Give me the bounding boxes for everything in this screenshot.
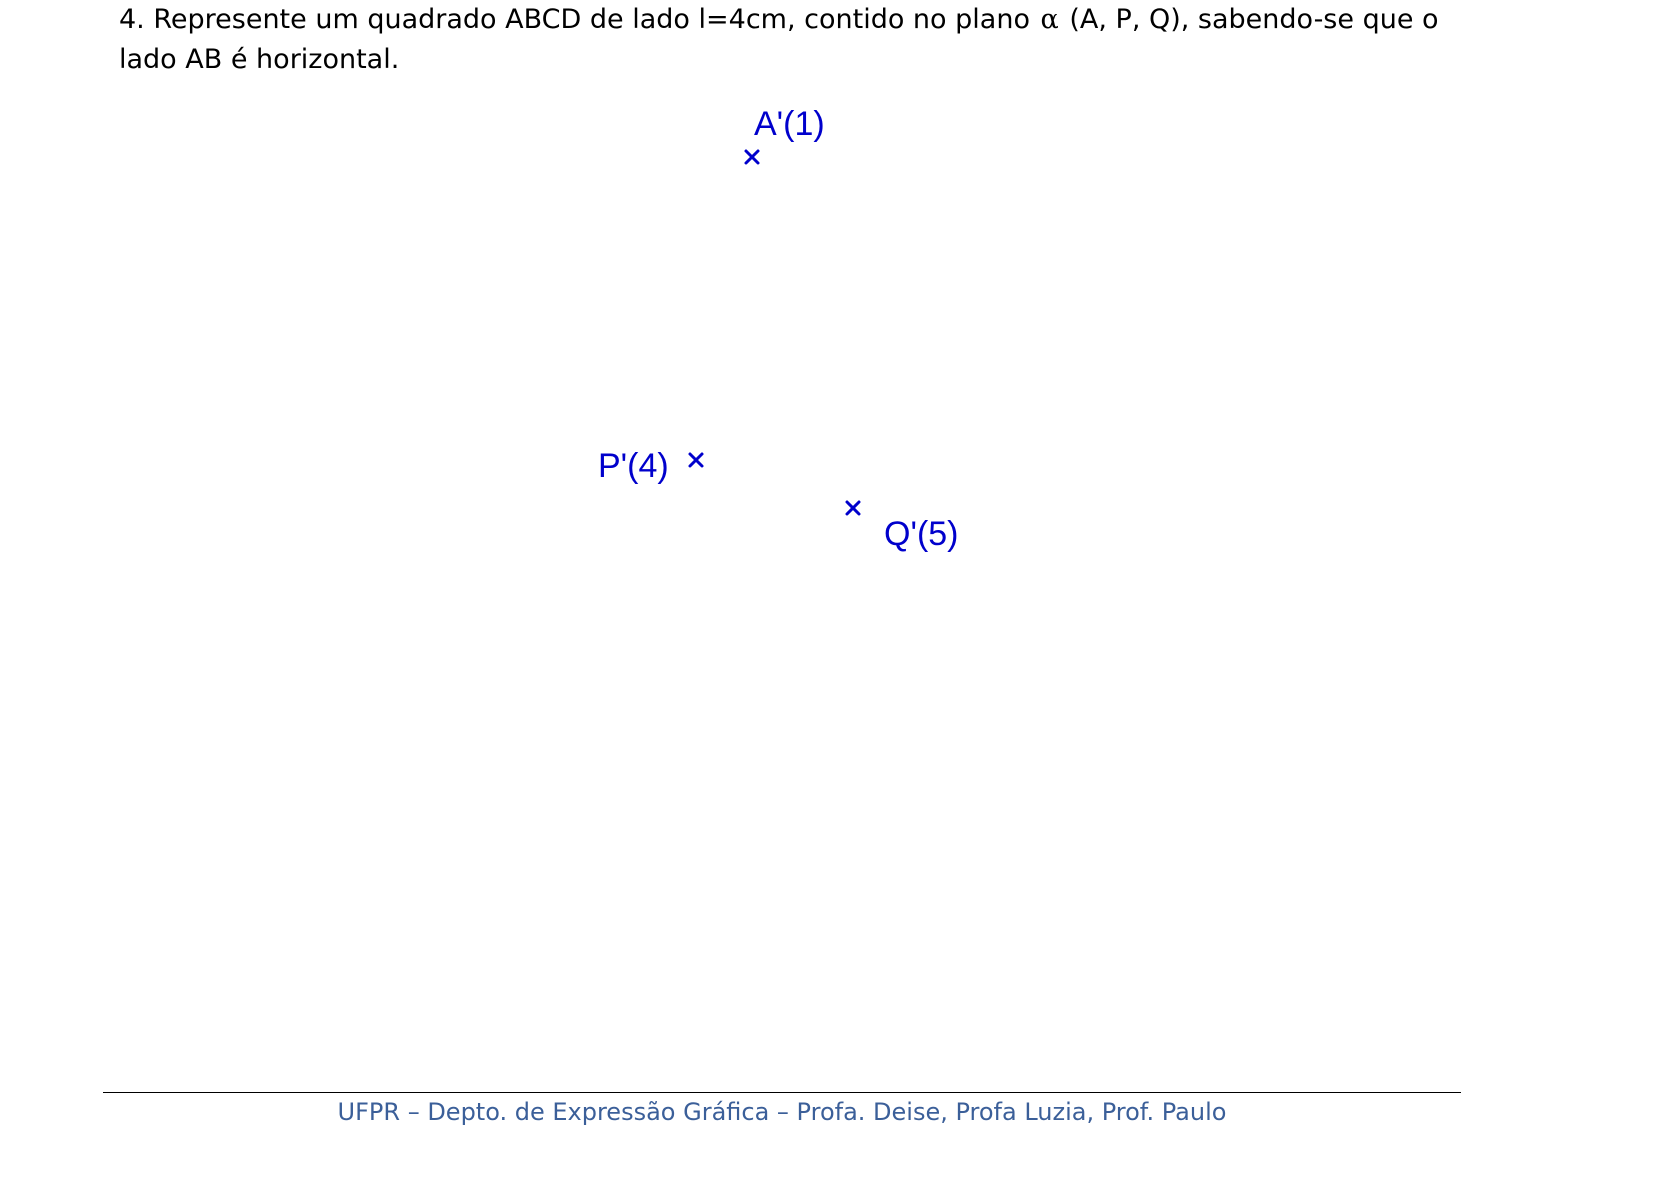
point-q-marker bbox=[845, 500, 861, 516]
point-a-marker bbox=[744, 149, 760, 165]
point-a-label: A'(1) bbox=[754, 105, 825, 143]
point-q: Q'(5) bbox=[845, 500, 959, 553]
exercise-text-start: 4. Represente um quadrado ABCD de lado l… bbox=[119, 4, 1039, 35]
footer-credits: UFPR – Depto. de Expressão Gráfica – Pro… bbox=[337, 1098, 1227, 1126]
point-p-marker bbox=[688, 452, 704, 468]
exercise-statement: 4. Represente um quadrado ABCD de lado l… bbox=[119, 0, 1449, 80]
footer-divider bbox=[103, 1092, 1461, 1093]
point-a: A'(1) bbox=[744, 105, 825, 165]
alpha-symbol: α bbox=[1040, 4, 1059, 35]
point-q-label: Q'(5) bbox=[884, 515, 959, 553]
point-p-label: P'(4) bbox=[598, 447, 669, 485]
exercise-text-end: (A, P, Q), sabendo-se que o lado AB é ho… bbox=[119, 4, 1439, 75]
point-p: P'(4) bbox=[598, 447, 704, 485]
